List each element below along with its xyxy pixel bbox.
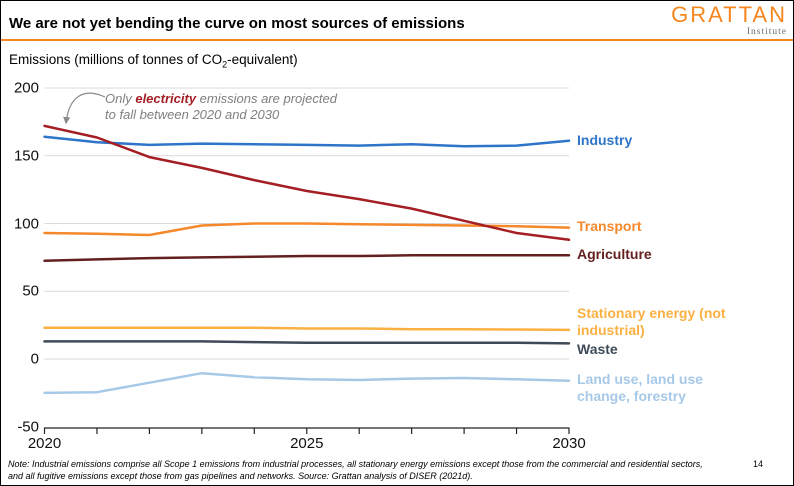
y-tick-label-200: 200 [13, 79, 39, 97]
series-line-electricity [43, 124, 571, 242]
x-tick-label-2025: 2025 [290, 435, 324, 452]
annotation-post: emissions are projected [196, 91, 337, 106]
annotation-highlight: electricity [135, 91, 197, 106]
series-line-transport [43, 222, 571, 237]
subtitle-post: -equivalent) [227, 52, 298, 67]
footnote: Note: Industrial emissions comprise all … [8, 459, 703, 481]
grattan-logo-institute: Institute [746, 27, 787, 37]
y-tick-label-0: 0 [30, 350, 39, 368]
x-tick-label-2020: 2020 [27, 435, 62, 452]
x-axis [43, 427, 570, 434]
x-tick-label-2030: 2030 [552, 435, 586, 452]
y-tick-label-150: 150 [13, 147, 39, 165]
y-tick-label-100: 100 [13, 215, 39, 232]
series-line-industry [43, 135, 571, 148]
series-lines [43, 124, 571, 395]
series-label-land-use-land-use-change-forestry: Land use, land use change, forestry [577, 371, 704, 404]
chart-axis-title: Emissions (millions of tonnes of CO2-equ… [9, 52, 298, 70]
annotation-arrow [63, 92, 106, 125]
y-tick-label--50: -50 [17, 418, 39, 436]
title-underline-rule [1, 39, 793, 41]
electricity-annotation: Only electricity emissions are projected… [105, 91, 367, 123]
series-label-waste: Waste [577, 341, 618, 357]
emissions-line-chart [43, 87, 571, 434]
page-title: We are not yet bending the curve on most… [9, 15, 465, 32]
subtitle-subscript: 2 [222, 59, 228, 70]
grattan-logo: GRATTAN Institute [671, 2, 787, 38]
y-tick-label-50: 50 [22, 282, 39, 300]
series-line-stationary-energy-not-industrial [43, 326, 571, 332]
grattan-logo-wordmark: GRATTAN [671, 2, 787, 27]
gridlines [44, 87, 569, 360]
series-line-land-use-land-use-change-forestry [43, 371, 571, 395]
series-line-agriculture [43, 254, 571, 263]
series-label-transport: Transport [577, 218, 642, 234]
series-label-industry: Industry [577, 132, 633, 148]
subtitle-pre: Emissions (millions of tonnes of CO [9, 52, 223, 67]
annotation-pre: Only [105, 91, 136, 106]
annotation-line2: to fall between 2020 and 2030 [105, 107, 280, 122]
series-label-stationary-energy-not-industrial: Stationary energy (not industrial) [577, 305, 726, 338]
page-number: 14 [753, 459, 764, 469]
series-line-waste [43, 340, 571, 345]
series-label-agriculture: Agriculture [577, 246, 652, 262]
